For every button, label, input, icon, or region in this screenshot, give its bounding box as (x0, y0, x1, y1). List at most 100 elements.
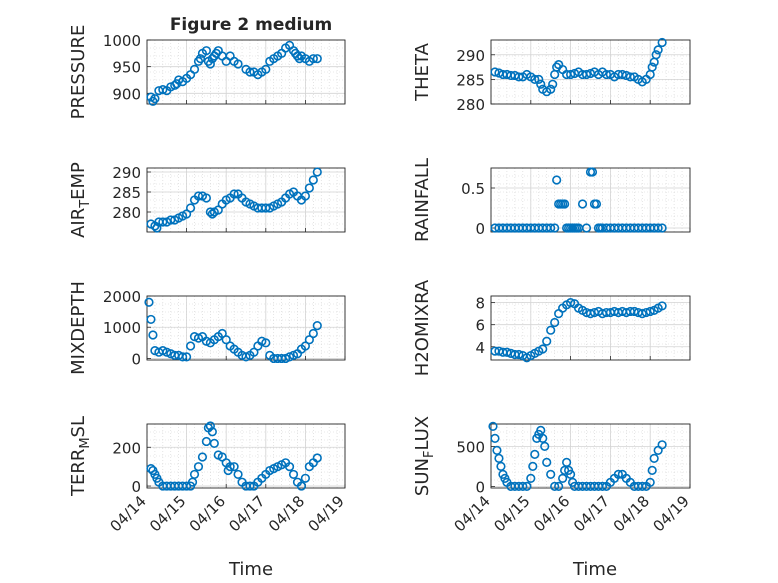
y-tick-label: 950 (112, 59, 141, 77)
x-tick-label: 04/16 (530, 492, 573, 535)
data-point (197, 452, 208, 462)
data-point (546, 84, 556, 94)
data-point (617, 69, 627, 80)
data-point (657, 223, 667, 233)
y-axis-label: RAINFALL (412, 158, 433, 242)
data-point (550, 223, 560, 233)
data-point (651, 50, 661, 60)
data-point (581, 69, 592, 80)
y-tick-label: 900 (112, 85, 141, 103)
data-point (209, 438, 219, 448)
data-point (225, 462, 235, 472)
data-point (245, 481, 255, 491)
data-point (522, 481, 532, 492)
data-point (601, 69, 612, 80)
data-point (587, 167, 598, 177)
data-point (546, 469, 556, 480)
data-point (597, 481, 608, 492)
data-point (205, 59, 215, 69)
data-point (201, 46, 211, 56)
data-point (514, 72, 524, 82)
data-point (538, 344, 548, 354)
y-tick-label: 290 (456, 47, 485, 65)
data-point (488, 421, 498, 432)
panel-pressure: 900 950 1000 PRESSURE (68, 25, 346, 119)
data-point (562, 457, 572, 468)
data-point (581, 223, 592, 233)
y-tick-label: 285 (456, 71, 485, 89)
x-tick-label: 04/14 (107, 492, 150, 535)
data-point (189, 469, 200, 480)
data-point (201, 193, 211, 203)
x-tick-label: 04/16 (186, 492, 229, 535)
data-point (637, 481, 647, 492)
y-tick-label: 1000 (103, 32, 141, 50)
data-point (653, 45, 663, 55)
data-point (312, 453, 322, 463)
data-point (205, 421, 215, 431)
x-tick-label: 04/19 (650, 492, 693, 535)
data-point (629, 306, 639, 317)
data-point (577, 199, 588, 209)
data-point (538, 433, 548, 444)
data-point (308, 328, 318, 339)
data-point (492, 445, 502, 456)
y-tick-label: 0.5 (461, 180, 485, 198)
data-point (530, 74, 540, 84)
data-point (647, 62, 657, 72)
y-axis-label: TERRMSL (68, 416, 93, 497)
data-point (542, 457, 552, 468)
data-point (653, 223, 663, 233)
data-point (546, 223, 556, 233)
data-point (195, 54, 206, 64)
x-axis-label-left: Time (228, 559, 273, 580)
data-point (189, 64, 200, 74)
x-tick-label: 04/17 (225, 492, 268, 535)
x-tick-label: 04/17 (570, 492, 613, 535)
axes-box (490, 295, 691, 361)
x-tick-label: 04/14 (451, 492, 494, 535)
data-point (558, 473, 568, 484)
data-point (150, 94, 160, 104)
y-tick-label: 200 (112, 439, 141, 457)
data-point (261, 64, 271, 74)
data-point (657, 37, 667, 48)
data-point (221, 335, 231, 345)
x-axis-label-right: Time (572, 559, 617, 580)
data-point (554, 481, 564, 492)
y-tick-label: 0 (131, 478, 141, 496)
data-point (657, 440, 667, 450)
data-point (249, 347, 259, 357)
data-point (550, 481, 560, 492)
data-point (229, 462, 239, 472)
data-point (178, 352, 188, 362)
data-point (233, 469, 243, 480)
data-point (284, 462, 295, 472)
data-point (514, 349, 524, 360)
data-point (625, 72, 635, 82)
data-point (526, 473, 536, 484)
y-tick-label: 280 (112, 204, 141, 222)
data-point (502, 347, 512, 357)
data-point (490, 433, 500, 444)
data-point (308, 54, 318, 64)
axes-box (146, 39, 346, 105)
data-point (550, 317, 560, 328)
panel-theta: 280 285 290 THETA (412, 37, 691, 114)
data-point (300, 341, 311, 351)
data-point (548, 79, 558, 89)
data-point (300, 473, 311, 483)
data-point (546, 325, 556, 335)
data-point (312, 321, 322, 331)
data-point (245, 67, 255, 77)
x-tick-label: 04/15 (146, 492, 189, 535)
data-point (300, 191, 311, 201)
data-point (233, 59, 243, 69)
data-point (565, 69, 576, 80)
y-tick-label: 4 (475, 339, 485, 357)
y-tick-label: 1000 (103, 319, 141, 337)
data-point (158, 84, 168, 95)
data-point (552, 175, 562, 185)
